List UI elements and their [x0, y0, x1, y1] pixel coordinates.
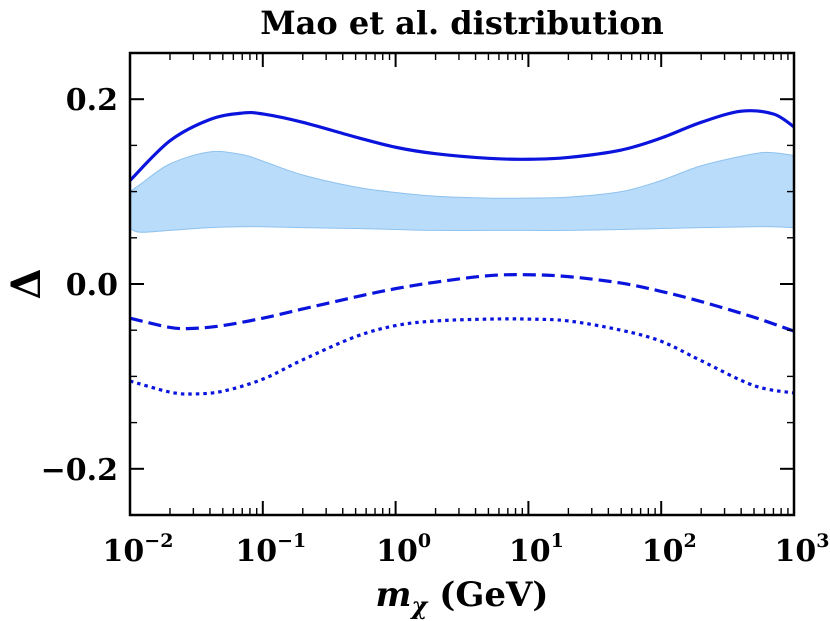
- x-tick-label: 103: [775, 530, 830, 569]
- series-line-solid: [128, 109, 795, 182]
- shaded-band: [129, 150, 795, 233]
- x-axis-label-subscript: χ: [409, 591, 428, 620]
- labels-layer: 10−2 10−1 100 101 102 103 −0.2 0.0 0.2: [41, 83, 830, 569]
- x-axis-label: mχ (GeV): [375, 575, 548, 620]
- y-axis-label: Δ: [3, 268, 50, 299]
- chart-title: Mao et al. distribution: [260, 4, 664, 42]
- y-tick-label: 0.0: [66, 268, 118, 303]
- y-tick-label: 0.2: [66, 83, 118, 118]
- plot-frame: [128, 51, 796, 517]
- x-tick-label: 10−1: [235, 530, 306, 569]
- x-tick-label: 102: [642, 530, 697, 569]
- x-tick-label: 100: [376, 530, 431, 569]
- x-tick-label: 10−2: [103, 530, 174, 569]
- y-tick-label: −0.2: [41, 453, 118, 488]
- series-line-dotted: [129, 317, 795, 396]
- series-layer: [128, 109, 795, 396]
- x-tick-label: 101: [509, 530, 564, 569]
- band-layer: [129, 150, 795, 233]
- x-axis-label-symbol: m: [375, 575, 411, 615]
- ticks-layer: [129, 52, 795, 516]
- series-line-dashed: [129, 273, 795, 333]
- x-axis-label-unit: (GeV): [439, 575, 548, 615]
